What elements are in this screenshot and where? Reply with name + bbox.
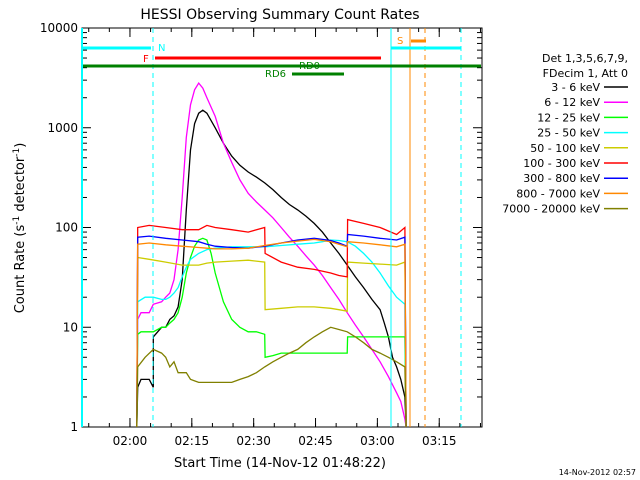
series-lines	[136, 81, 407, 428]
f-label: F	[143, 54, 149, 65]
series-line-2	[136, 237, 407, 428]
y-axis-label: Count Rate (s-1 detector-1)	[12, 143, 28, 314]
s-label: S	[397, 36, 403, 47]
legend-label-2: 12 - 25 keV	[537, 111, 600, 124]
y-tick-label: 10	[63, 320, 78, 334]
y-axis-label-part3: )	[13, 143, 28, 148]
plot-timestamp: 14-Nov-2012 02:57	[559, 468, 636, 477]
legend-items: 3 - 6 keV 6 - 12 keV 12 - 25 keV 25 - 50 ke…	[502, 81, 628, 216]
legend-label-1: 6 - 12 keV	[544, 96, 600, 109]
legend-label-3: 25 - 50 keV	[537, 127, 600, 140]
series-line-5	[136, 218, 407, 428]
series-line-8	[136, 326, 407, 428]
y-tick-label: 1000	[47, 121, 78, 135]
x-tick-label: 02:45	[298, 434, 333, 448]
annotations: N F RD0 RD6 S	[81, 28, 481, 427]
series-line-7	[136, 238, 407, 428]
legend-label-8: 7000 - 20000 keV	[502, 203, 600, 216]
x-tick-label: 02:15	[175, 434, 210, 448]
y-tick-label: 10000	[40, 21, 78, 35]
y-axis-ticks: 1 10 100 1000 10000	[40, 21, 482, 434]
x-tick-label: 02:00	[113, 434, 148, 448]
x-tick-label: 03:15	[422, 434, 457, 448]
rd0-label: RD0	[299, 61, 320, 72]
y-axis-label-part1: Count Rate (s	[13, 225, 28, 314]
legend-label-5: 100 - 300 keV	[523, 157, 600, 170]
series-line-3	[136, 239, 407, 428]
legend-label-4: 50 - 100 keV	[530, 142, 600, 155]
x-tick-label: 02:30	[236, 434, 271, 448]
rd6-label: RD6	[265, 69, 286, 80]
y-axis-label-part2: detector	[13, 156, 28, 216]
n-label: N	[158, 43, 165, 54]
legend-label-6: 300 - 800 keV	[523, 172, 600, 185]
legend-header-2: FDecim 1, Att 0	[543, 67, 628, 80]
chart-title: HESSI Observing Summary Count Rates	[140, 7, 419, 23]
legend-header-1: Det 1,3,5,6,7,9,	[542, 52, 628, 65]
series-line-0	[136, 109, 407, 428]
x-tick-label: 03:00	[360, 434, 395, 448]
y-tick-label: 100	[55, 221, 78, 235]
legend-label-0: 3 - 6 keV	[551, 81, 600, 94]
y-axis-label-sup2: -1	[12, 148, 22, 157]
legend-label-7: 800 - 7000 keV	[516, 187, 600, 200]
x-axis-ticks: 02:00 02:15 02:30 02:45 03:00 03:15	[88, 28, 481, 448]
series-line-4	[136, 256, 407, 428]
y-tick-label: 1	[70, 420, 78, 434]
x-axis-label: Start Time (14-Nov-12 01:48:22)	[174, 456, 386, 471]
y-axis-label-sup1: -1	[12, 216, 22, 225]
legend: Det 1,3,5,6,7,9, FDecim 1, Att 0 3 - 6 k…	[502, 52, 628, 216]
